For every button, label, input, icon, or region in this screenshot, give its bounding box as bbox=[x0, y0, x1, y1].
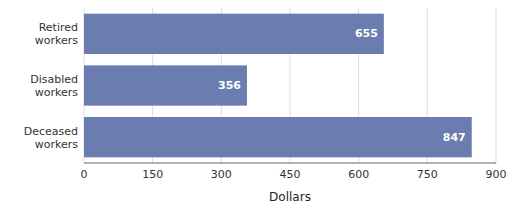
category-label: Retiredworkers bbox=[35, 21, 79, 47]
x-axis: 0 150 300 450 600 750 900 bbox=[81, 163, 507, 181]
bar bbox=[84, 14, 384, 54]
y-axis: Deceasedworkers Disabledworkers Retiredwor… bbox=[24, 21, 79, 150]
tick-label: 750 bbox=[417, 168, 438, 181]
tick-label: 600 bbox=[348, 168, 369, 181]
bar bbox=[84, 65, 247, 105]
category-label: Deceasedworkers bbox=[24, 125, 79, 151]
chart: 847 356 655 0 150 300 450 600 750 900 Dollars Decea… bbox=[0, 0, 514, 209]
bars bbox=[84, 14, 472, 158]
tick-label: 900 bbox=[486, 168, 507, 181]
data-label: 847 bbox=[443, 131, 466, 144]
tick-label: 450 bbox=[280, 168, 301, 181]
data-label: 655 bbox=[355, 27, 378, 40]
axis-line bbox=[84, 163, 496, 164]
axis-label: Dollars bbox=[269, 190, 311, 204]
data-label: 356 bbox=[218, 79, 241, 92]
tick-label: 150 bbox=[142, 168, 163, 181]
tick-label: 300 bbox=[211, 168, 232, 181]
bar bbox=[84, 117, 472, 157]
tick-label: 0 bbox=[81, 168, 88, 181]
grid bbox=[84, 8, 496, 163]
data-labels: 847 356 655 bbox=[218, 27, 466, 143]
category-label: Disabledworkers bbox=[30, 73, 78, 99]
grid-line bbox=[496, 8, 497, 163]
